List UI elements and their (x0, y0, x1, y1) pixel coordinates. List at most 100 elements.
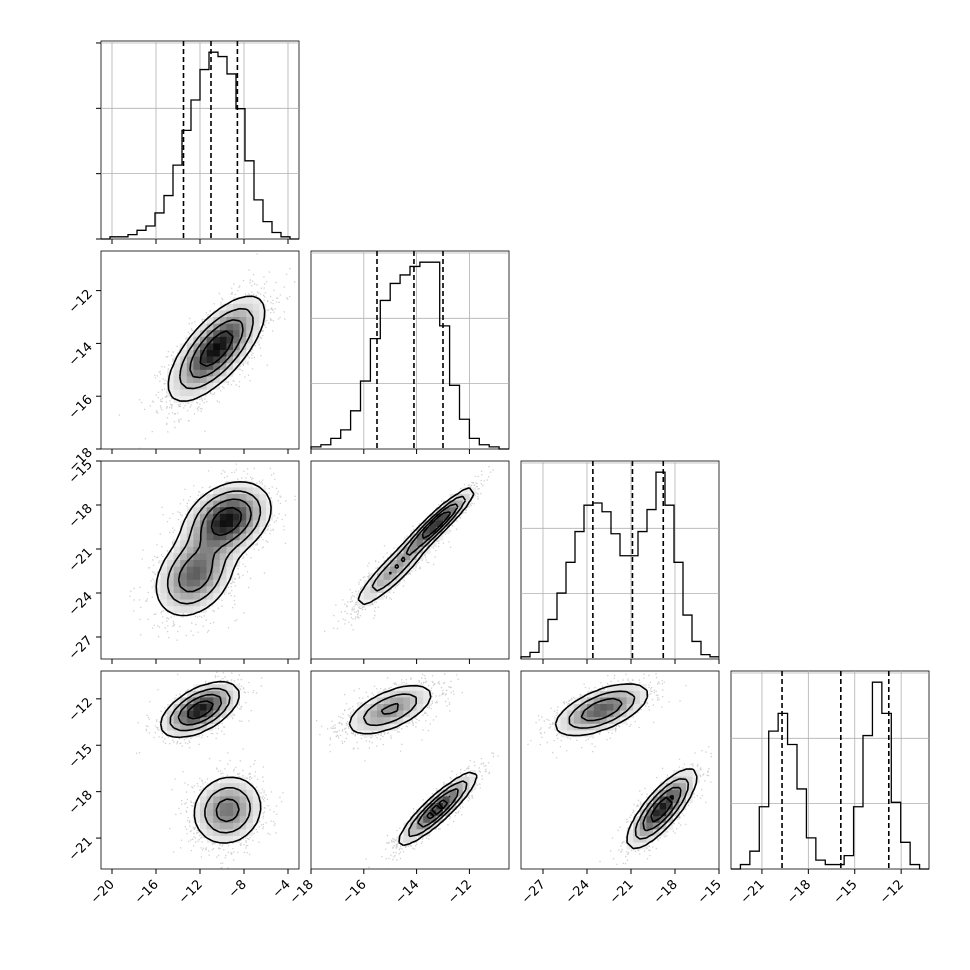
density-cell (193, 803, 201, 810)
density-cell (390, 566, 398, 574)
density-cell (213, 500, 221, 508)
density-cell (219, 343, 227, 351)
density-cell (200, 803, 207, 810)
density-cell (390, 553, 398, 561)
density-cell (626, 710, 634, 718)
density-cell (600, 717, 608, 725)
density-cell (186, 376, 194, 384)
density-cell (429, 520, 437, 528)
scatter-panel-2-0 (100, 460, 300, 660)
density-cell (600, 704, 608, 711)
density-cell (167, 383, 174, 390)
density-cell (219, 809, 227, 817)
density-cell (246, 789, 254, 797)
density-cell (567, 704, 575, 711)
density-cell (246, 323, 254, 331)
x-tick-label: −15 (695, 877, 725, 907)
density-cell (410, 546, 417, 554)
density-cell (206, 697, 214, 705)
density-cell (246, 303, 254, 311)
density-cell (633, 690, 641, 698)
density-cell (423, 829, 431, 837)
density-cell (233, 822, 240, 830)
density-cell (587, 704, 594, 711)
density-cell (200, 586, 207, 594)
density-cell (160, 717, 168, 725)
density-cell (580, 717, 588, 725)
density-cell (173, 593, 181, 600)
density-cell (233, 816, 240, 824)
density-cell (436, 809, 444, 817)
density-cell (239, 796, 247, 804)
density-cell (226, 789, 234, 797)
density-cell (206, 829, 214, 837)
density-cell (449, 796, 457, 804)
density-cell (173, 389, 181, 397)
density-cell (606, 704, 614, 711)
density-cell (206, 560, 214, 567)
density-cell (580, 710, 588, 718)
density-cell (219, 363, 227, 371)
x-tick-label: −16 (132, 877, 162, 907)
histogram-2 (520, 471, 719, 659)
density-cell (357, 723, 365, 731)
density-cell (370, 697, 378, 705)
density-cell (206, 376, 214, 384)
density-cell (200, 579, 207, 587)
density-cell (456, 783, 464, 791)
density-cell (259, 494, 267, 501)
density-cell (186, 520, 194, 528)
density-cell (363, 710, 371, 718)
density-cell (160, 599, 168, 607)
density-cell (410, 697, 417, 705)
density-cell (239, 480, 247, 488)
density-cell (410, 540, 417, 548)
density-cell (193, 376, 201, 384)
density-cell (206, 540, 214, 548)
density-cell (213, 520, 221, 528)
density-cell (226, 816, 234, 824)
density-cell (259, 303, 267, 311)
density-cell (239, 350, 247, 357)
contour-level-1 (169, 687, 251, 834)
contour-level-0 (554, 683, 698, 850)
density-cell (246, 297, 254, 305)
density-cell (456, 789, 464, 797)
density-cell (206, 363, 214, 371)
density-cell (219, 697, 227, 705)
density-cell (233, 796, 240, 804)
density-cell (226, 822, 234, 830)
density-cell (233, 310, 240, 318)
density-cell (213, 330, 221, 338)
density-cell (193, 573, 201, 581)
density-cell (370, 593, 378, 600)
density-cell (186, 717, 194, 725)
density-cell (213, 789, 221, 797)
density-cell (219, 317, 227, 324)
density-cell (180, 533, 188, 541)
density-cell (403, 566, 411, 574)
density-cell (186, 573, 194, 581)
density-cell (613, 690, 621, 698)
density-cell (436, 520, 444, 528)
density-cell (377, 723, 384, 731)
density-cell (213, 546, 221, 554)
density-cell (226, 356, 234, 364)
density-cell (193, 690, 201, 698)
density-cell (213, 822, 221, 830)
density-cell (206, 356, 214, 364)
y-tick-label: −12 (66, 287, 96, 317)
density-cell (357, 599, 365, 607)
panel-frame (310, 250, 510, 450)
density-cell (193, 816, 201, 824)
density-cell (429, 803, 437, 810)
density-cell (469, 487, 477, 495)
density-cell (193, 560, 201, 567)
density-cell (206, 717, 214, 725)
density-cell (659, 789, 667, 797)
density-cell (416, 533, 424, 541)
density-cell (200, 593, 207, 600)
density-cell (252, 809, 260, 817)
density-cell (233, 356, 240, 364)
density-cell (180, 723, 188, 731)
